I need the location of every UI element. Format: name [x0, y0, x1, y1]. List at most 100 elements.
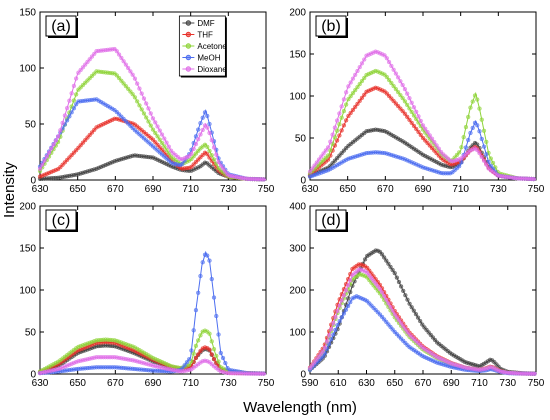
data-point [488, 163, 493, 168]
data-point [388, 304, 393, 310]
data-point [67, 114, 72, 119]
data-point [348, 80, 353, 85]
data-point [400, 109, 405, 114]
data-point [218, 163, 223, 168]
data-point [155, 124, 160, 129]
y-tick-label: 200 [19, 202, 36, 213]
data-point [307, 169, 313, 174]
data-point [214, 152, 219, 157]
data-point [312, 360, 317, 365]
data-point [198, 121, 203, 126]
data-point [325, 145, 331, 150]
data-point [393, 87, 398, 92]
x-tick-label: 610 [330, 378, 347, 389]
data-point [191, 328, 196, 333]
data-point [344, 118, 349, 123]
data-point [348, 290, 353, 295]
data-point [159, 132, 165, 137]
data-point [339, 104, 344, 109]
data-point [411, 123, 417, 129]
data-point [407, 96, 412, 101]
data-point [76, 70, 81, 75]
data-point [353, 72, 358, 77]
data-point [348, 278, 353, 283]
series-dioxane [37, 46, 267, 182]
data-point [205, 144, 210, 149]
legend-entry: THF [197, 31, 213, 40]
data-point [67, 98, 72, 103]
x-tick-label: 690 [415, 184, 432, 195]
data-point [209, 339, 214, 344]
data-point [477, 106, 482, 111]
data-point [475, 147, 480, 153]
data-point [216, 359, 221, 364]
data-point [114, 49, 119, 54]
data-point [162, 136, 167, 141]
data-point [37, 166, 43, 171]
series-line [39, 48, 267, 180]
data-point [420, 123, 426, 128]
x-tick-label: 650 [69, 378, 86, 389]
data-point [484, 152, 489, 157]
data-point [344, 90, 349, 95]
data-point [80, 65, 86, 70]
data-point [333, 314, 338, 320]
data-point [193, 134, 199, 139]
y-tick-label: 150 [19, 244, 36, 255]
x-tick-label: 630 [358, 378, 375, 389]
data-point [346, 283, 351, 288]
data-point [196, 338, 201, 343]
data-point [211, 157, 217, 162]
data-point [468, 105, 473, 110]
data-point [321, 151, 326, 156]
data-point [341, 311, 346, 316]
data-point [207, 148, 212, 153]
data-point [123, 84, 128, 89]
data-point [388, 264, 393, 269]
data-point [387, 77, 392, 83]
data-point [137, 103, 142, 108]
data-point [384, 258, 389, 263]
data-point [391, 83, 396, 89]
data-point [69, 91, 74, 96]
data-point [328, 148, 333, 153]
x-tick-label: 710 [471, 378, 488, 389]
data-point [371, 278, 376, 284]
data-point [402, 111, 408, 116]
data-point [479, 117, 484, 122]
data-point [367, 273, 372, 278]
data-point [312, 163, 317, 168]
data-point [144, 101, 149, 106]
y-tick-label: 150 [19, 8, 36, 19]
data-point [379, 252, 385, 257]
data-point [121, 59, 126, 64]
data-point [346, 303, 351, 309]
data-point [477, 129, 482, 134]
legend-entry: Acetone [197, 42, 227, 51]
data-point [150, 116, 156, 121]
data-point [343, 307, 349, 312]
data-point [326, 333, 332, 338]
data-point [350, 107, 356, 113]
data-point [331, 332, 336, 337]
data-point [214, 353, 219, 358]
data-point [459, 145, 464, 150]
data-point [434, 143, 439, 148]
data-point [362, 57, 367, 62]
data-point [187, 357, 192, 362]
panel-label-box [45, 15, 77, 37]
data-point [337, 303, 342, 308]
data-point [220, 355, 226, 361]
data-point [401, 288, 406, 293]
data-point [319, 154, 324, 159]
data-point [392, 271, 397, 276]
data-point [396, 279, 402, 285]
data-point [405, 91, 410, 96]
data-point [193, 343, 199, 348]
data-point [396, 75, 401, 80]
data-point [307, 366, 313, 371]
data-point [146, 119, 151, 124]
data-point [415, 315, 421, 320]
x-tick-label: 650 [339, 184, 356, 195]
data-point [355, 68, 360, 74]
